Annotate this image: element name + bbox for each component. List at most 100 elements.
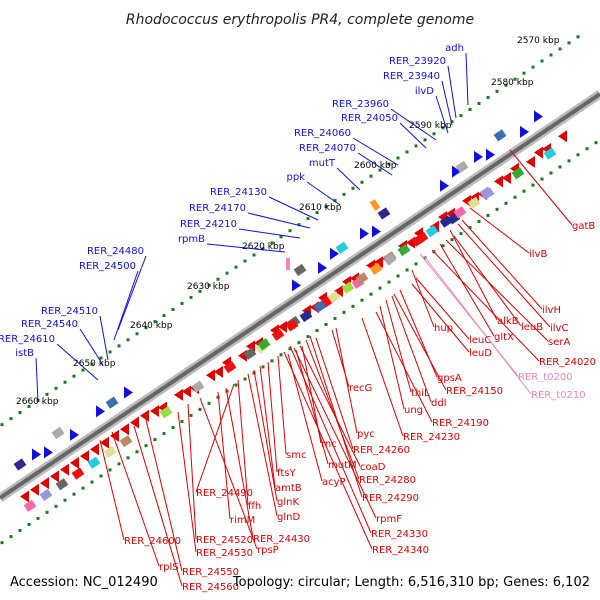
- gene-arrow[interactable]: [90, 443, 99, 456]
- gene-arrow[interactable]: [100, 436, 109, 449]
- reverse-gene-label[interactable]: rplS: [159, 562, 179, 573]
- reverse-gene-label[interactable]: RER_24190: [432, 418, 489, 429]
- gene-arrow[interactable]: [520, 125, 529, 138]
- gene-block[interactable]: [55, 478, 69, 491]
- reverse-gene-label[interactable]: RER_24550: [182, 567, 239, 578]
- gene-block[interactable]: [51, 426, 65, 440]
- reverse-gene-label[interactable]: RER_24490: [196, 488, 253, 499]
- gene-arrow[interactable]: [534, 146, 543, 159]
- gene-arrow[interactable]: [494, 175, 503, 188]
- gene-block[interactable]: [335, 241, 349, 254]
- reverse-gene-label[interactable]: alkB: [497, 316, 519, 327]
- gene-arrow[interactable]: [70, 456, 79, 469]
- reverse-gene-label[interactable]: serA: [548, 337, 570, 348]
- forward-gene-label[interactable]: RER_23940: [383, 71, 440, 82]
- gene-block[interactable]: [341, 281, 355, 294]
- gene-block[interactable]: [327, 290, 341, 304]
- gene-arrow[interactable]: [374, 256, 383, 269]
- reverse-gene-label[interactable]: RER_t0210: [531, 390, 586, 401]
- reverse-gene-label[interactable]: RER_24560: [182, 582, 239, 593]
- reverse-gene-label[interactable]: ddl: [431, 398, 446, 409]
- reverse-gene-label[interactable]: acyP: [322, 477, 346, 488]
- forward-gene-label[interactable]: RER_24540: [21, 319, 78, 330]
- gene-block[interactable]: [71, 467, 85, 480]
- gene-block[interactable]: [23, 499, 37, 512]
- reverse-gene-label[interactable]: leuC: [469, 335, 491, 346]
- gene-block[interactable]: [223, 361, 237, 374]
- reverse-gene-label[interactable]: ilvB: [529, 249, 547, 260]
- reverse-gene-label[interactable]: ung: [404, 405, 423, 416]
- reverse-gene-label[interactable]: RER_24600: [124, 536, 181, 547]
- gene-arrow[interactable]: [334, 285, 343, 298]
- gene-block[interactable]: [383, 253, 397, 266]
- gene-block[interactable]: [285, 319, 299, 332]
- reverse-gene-label[interactable]: leuD: [469, 348, 492, 359]
- reverse-gene-label[interactable]: glnK: [277, 497, 299, 508]
- reverse-gene-label[interactable]: smc: [286, 450, 306, 461]
- gene-block[interactable]: [493, 129, 507, 142]
- gene-arrow[interactable]: [44, 446, 53, 459]
- forward-gene-label[interactable]: mutT: [309, 158, 336, 169]
- reverse-gene-label[interactable]: glnD: [277, 512, 300, 523]
- gene-arrow[interactable]: [558, 130, 567, 143]
- reverse-gene-label[interactable]: recG: [349, 383, 372, 394]
- reverse-gene-label[interactable]: RER_24280: [359, 475, 416, 486]
- gene-arrow[interactable]: [486, 148, 495, 161]
- gene-arrow[interactable]: [534, 110, 543, 123]
- forward-gene-label[interactable]: RER_24610: [0, 334, 55, 345]
- gene-block[interactable]: [299, 309, 313, 323]
- forward-gene-label[interactable]: adh: [445, 43, 464, 54]
- gene-arrow[interactable]: [130, 416, 139, 429]
- reverse-gene-label[interactable]: thiL: [411, 388, 430, 399]
- forward-gene-label[interactable]: ppk: [287, 172, 306, 183]
- reverse-gene-label[interactable]: pyc: [357, 429, 375, 440]
- forward-gene-label[interactable]: ilvD: [415, 86, 434, 97]
- reverse-gene-label[interactable]: RER_24520: [196, 535, 253, 546]
- reverse-gene-label[interactable]: coaD: [360, 462, 386, 473]
- gene-arrow[interactable]: [70, 428, 79, 441]
- gene-block[interactable]: [313, 300, 327, 313]
- reverse-gene-label[interactable]: rnc: [321, 439, 337, 450]
- reverse-gene-label[interactable]: RER_24150: [446, 386, 503, 397]
- gene-arrow[interactable]: [206, 369, 215, 382]
- forward-gene-label[interactable]: RER_24130: [210, 187, 267, 198]
- gene-arrow[interactable]: [20, 490, 29, 503]
- reverse-gene-label[interactable]: ilvH: [542, 305, 561, 316]
- gene-block[interactable]: [439, 215, 453, 228]
- gene-block[interactable]: [467, 196, 481, 209]
- gene-block[interactable]: [87, 456, 101, 469]
- gene-arrow[interactable]: [474, 150, 483, 163]
- gene-arrow[interactable]: [40, 477, 49, 490]
- reverse-gene-label[interactable]: RER_24020: [539, 357, 596, 368]
- gene-arrow[interactable]: [50, 470, 59, 483]
- gene-arrow[interactable]: [214, 365, 223, 378]
- gene-arrow[interactable]: [140, 409, 149, 422]
- forward-gene-label[interactable]: RER_24050: [341, 113, 398, 124]
- gene-block[interactable]: [511, 167, 525, 180]
- reverse-gene-label[interactable]: RER_24290: [362, 493, 419, 504]
- reverse-gene-label[interactable]: leuB: [521, 322, 543, 333]
- gene-block[interactable]: [286, 258, 290, 270]
- forward-gene-label[interactable]: RER_23920: [389, 56, 446, 67]
- reverse-gene-label[interactable]: ftsY: [277, 468, 296, 479]
- gene-block[interactable]: [119, 435, 133, 448]
- gene-arrow[interactable]: [124, 386, 133, 399]
- gene-arrow[interactable]: [330, 247, 339, 260]
- gene-arrow[interactable]: [292, 279, 301, 292]
- gene-arrow[interactable]: [150, 405, 159, 417]
- gene-block[interactable]: [369, 262, 383, 275]
- forward-gene-label[interactable]: RER_24500: [79, 261, 136, 272]
- forward-gene-label[interactable]: RER_24170: [189, 203, 246, 214]
- reverse-gene-label[interactable]: RER_24230: [403, 432, 460, 443]
- reverse-gene-label[interactable]: RER_t0200: [518, 372, 573, 383]
- gene-block[interactable]: [455, 160, 469, 174]
- gene-block[interactable]: [411, 234, 425, 247]
- reverse-gene-label[interactable]: RER_24340: [372, 545, 429, 556]
- gene-arrow[interactable]: [96, 405, 105, 418]
- forward-gene-label[interactable]: rpmB: [178, 234, 205, 245]
- gene-block[interactable]: [481, 187, 495, 200]
- reverse-gene-label[interactable]: RER_24330: [371, 529, 428, 540]
- gene-arrow[interactable]: [360, 227, 369, 240]
- gene-block[interactable]: [13, 458, 27, 471]
- forward-gene-label[interactable]: istB: [15, 348, 34, 359]
